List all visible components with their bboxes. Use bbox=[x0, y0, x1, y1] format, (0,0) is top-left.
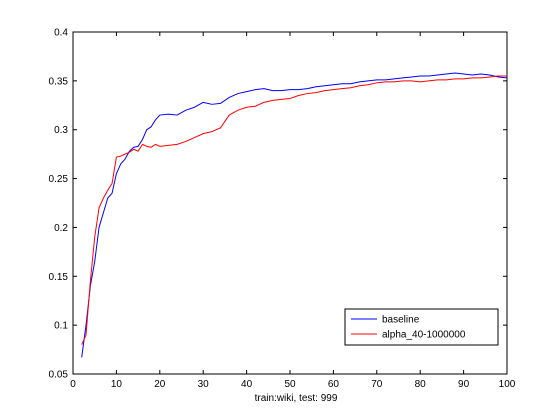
legend-label: alpha_40-1000000 bbox=[382, 330, 466, 341]
y-tick-label: 0.25 bbox=[49, 174, 69, 185]
y-tick-label: 0.4 bbox=[54, 28, 68, 39]
x-tick-label: 90 bbox=[458, 379, 470, 390]
series-line-baseline bbox=[81, 72, 508, 358]
y-tick-label: 0.2 bbox=[54, 223, 68, 234]
axes-layer: 0 10 20 30 40 50 60 70 80 90 100 0.05 0.1 0.15 0.2 0.25… bbox=[49, 28, 516, 391]
legend-label: baseline bbox=[382, 315, 420, 326]
x-tick-label: 40 bbox=[241, 379, 253, 390]
x-tick-label: 10 bbox=[111, 379, 123, 390]
x-tick-label: 80 bbox=[415, 379, 427, 390]
y-tick-label: 0.3 bbox=[54, 125, 68, 136]
x-tick-label: 70 bbox=[371, 379, 383, 390]
y-tick-label: 0.05 bbox=[49, 370, 69, 381]
x-tick-label: 50 bbox=[284, 379, 296, 390]
legend: baseline alpha_40-1000000 bbox=[344, 308, 499, 346]
series-line-alpha bbox=[81, 75, 507, 345]
y-tick-label: 0.15 bbox=[49, 272, 69, 283]
x-tick-label: 0 bbox=[70, 379, 76, 390]
y-tick-label: 0.35 bbox=[49, 76, 69, 87]
x-tick-label: 30 bbox=[198, 379, 210, 390]
x-tick-label: 60 bbox=[328, 379, 340, 390]
x-tick-label: 20 bbox=[154, 379, 166, 390]
x-axis-label: train:wiki, test: 999 bbox=[255, 393, 338, 404]
series-layer bbox=[81, 72, 508, 358]
legend-box bbox=[344, 308, 499, 346]
x-tick-label: 100 bbox=[499, 379, 516, 390]
y-tick-label: 0.1 bbox=[54, 321, 68, 332]
